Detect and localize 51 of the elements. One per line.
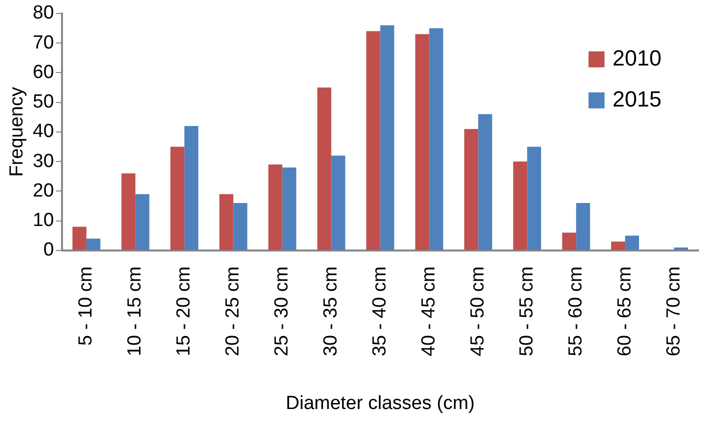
legend-label: 2015 [612, 86, 662, 112]
y-tick-label: 50 [32, 92, 54, 113]
x-tick-label: 15 - 20 cm [174, 266, 195, 356]
bar [135, 194, 150, 250]
x-tick-label: 60 - 65 cm [614, 266, 636, 356]
bar [380, 25, 394, 250]
y-axis-title: Frequency [6, 86, 28, 177]
bar [282, 167, 296, 250]
x-tick-label: 55 - 60 cm [565, 266, 586, 356]
bar [625, 236, 640, 250]
y-tick-label: 60 [32, 62, 54, 83]
y-tick-label: 20 [32, 180, 54, 202]
x-tick-label: 20 - 25 cm [222, 266, 244, 356]
x-tick-label: 25 - 30 cm [272, 266, 293, 356]
bar [674, 247, 688, 250]
bar [170, 146, 184, 250]
bar [415, 34, 430, 250]
y-tick-label: 40 [32, 121, 54, 142]
x-tick-label: 65 - 70 cm [663, 266, 684, 356]
x-tick-label: 50 - 55 cm [516, 266, 538, 356]
bar [86, 238, 100, 250]
x-tick-label: 10 - 15 cm [124, 266, 146, 356]
bar [611, 242, 626, 250]
y-tick-label: 0 [43, 240, 54, 261]
legend-label: 2010 [612, 45, 662, 70]
bar [72, 226, 86, 250]
y-tick-label: 70 [32, 32, 54, 54]
y-tick-label: 30 [32, 150, 54, 172]
bar [429, 28, 444, 250]
bar [513, 162, 528, 250]
x-tick-label: 5 - 10 cm [76, 266, 97, 346]
bar [121, 173, 136, 250]
x-axis-title: Diameter classes (cm) [286, 392, 475, 414]
bar [331, 156, 346, 250]
bar [366, 31, 380, 250]
x-tick-label: 45 - 50 cm [467, 266, 488, 356]
bar [464, 128, 478, 250]
bar [562, 232, 576, 250]
bar [478, 114, 492, 250]
bar [317, 87, 332, 250]
bar [576, 203, 590, 250]
x-tick-label: 35 - 40 cm [369, 266, 390, 356]
bar [233, 203, 248, 250]
x-tick-label: 40 - 45 cm [418, 266, 440, 356]
y-tick-label: 80 [32, 2, 54, 24]
y-tick-label: 10 [32, 210, 54, 232]
x-tick-label: 30 - 35 cm [320, 266, 342, 356]
bar [184, 126, 198, 250]
bar [268, 164, 282, 250]
bar [527, 146, 542, 250]
bar [219, 194, 234, 250]
